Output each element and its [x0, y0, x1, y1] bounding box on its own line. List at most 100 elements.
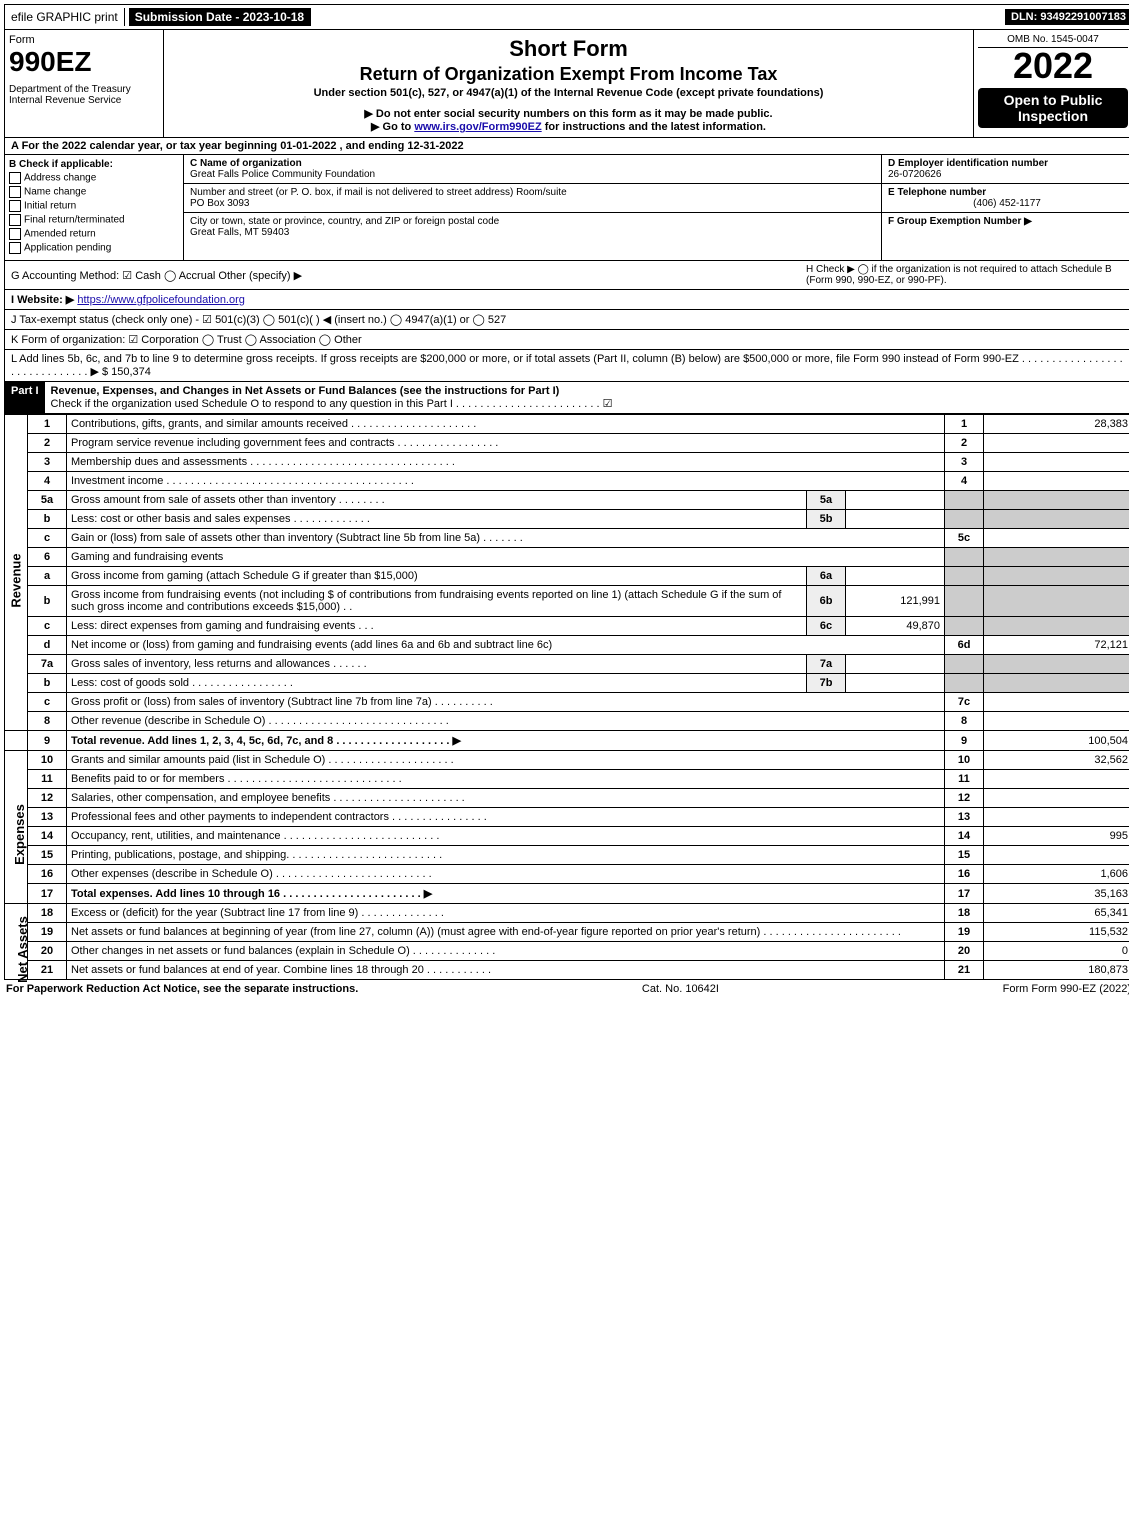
row-5c-desc: Gain or (loss) from sale of assets other…	[67, 529, 945, 548]
goto-post: for instructions and the latest informat…	[542, 121, 766, 133]
row-19-amt: 115,532	[984, 923, 1129, 942]
row-7a-sv	[846, 655, 945, 674]
chk-final[interactable]: Final return/terminated	[9, 214, 179, 226]
row-19-ln: 19	[945, 923, 984, 942]
dept-label: Department of the Treasury	[9, 84, 159, 95]
row-21-amt: 180,873	[984, 961, 1129, 980]
I-pre: I Website: ▶	[11, 294, 74, 306]
row-17-amt: 35,163	[984, 884, 1129, 904]
header-left: Form 990EZ Department of the Treasury In…	[5, 30, 163, 137]
row-3-desc: Membership dues and assessments . . . . …	[67, 453, 945, 472]
row-14-amt: 995	[984, 827, 1129, 846]
row-5c-amt	[984, 529, 1129, 548]
section-C: C Name of organization Great Falls Polic…	[183, 155, 882, 260]
row-15-num: 15	[28, 846, 67, 865]
row-17-desc: Total expenses. Add lines 10 through 16 …	[67, 884, 945, 904]
part1-header-row: Part I Revenue, Expenses, and Changes in…	[4, 382, 1129, 414]
row-20-num: 20	[28, 942, 67, 961]
row-11-ln: 11	[945, 770, 984, 789]
F-label: F Group Exemption Number ▶	[888, 216, 1032, 227]
line-G: G Accounting Method: ☑ Cash ◯ Accrual Ot…	[11, 269, 800, 282]
row-9-num: 9	[28, 731, 67, 751]
row-6-shade1	[945, 548, 984, 567]
revenue-section-label: Revenue	[5, 415, 28, 731]
entity-info-block: B Check if applicable: Address change Na…	[4, 155, 1129, 261]
row-6a-sl: 6a	[807, 567, 846, 586]
row-2-desc: Program service revenue including govern…	[67, 434, 945, 453]
form-header: Form 990EZ Department of the Treasury In…	[4, 30, 1129, 138]
row-6c-sv: 49,870	[846, 617, 945, 636]
row-6c-num: c	[28, 617, 67, 636]
line-J: J Tax-exempt status (check only one) - ☑…	[4, 310, 1129, 330]
row-6a-shade1	[945, 567, 984, 586]
row-6b-shade2	[984, 586, 1129, 617]
row-12-amt	[984, 789, 1129, 808]
row-18-num: 18	[28, 904, 67, 923]
form-number: 990EZ	[9, 46, 159, 78]
main-title: Return of Organization Exempt From Incom…	[172, 64, 965, 85]
row-10-amt: 32,562	[984, 751, 1129, 770]
expenses-section-label: Expenses	[5, 751, 28, 904]
line-A: A For the 2022 calendar year, or tax yea…	[4, 138, 1129, 155]
footer-mid: Cat. No. 10642I	[642, 983, 719, 995]
submission-date: Submission Date - 2023-10-18	[129, 8, 311, 26]
row-5a-sv	[846, 491, 945, 510]
row-6-shade2	[984, 548, 1129, 567]
row-2-num: 2	[28, 434, 67, 453]
row-8-ln: 8	[945, 712, 984, 731]
C-city-label: City or town, state or province, country…	[190, 216, 499, 227]
row-7b-shade2	[984, 674, 1129, 693]
row-15-amt	[984, 846, 1129, 865]
row-14-desc: Occupancy, rent, utilities, and maintena…	[67, 827, 945, 846]
part1-title: Revenue, Expenses, and Changes in Net As…	[51, 385, 560, 397]
row-17-num: 17	[28, 884, 67, 904]
row-16-num: 16	[28, 865, 67, 884]
row-14-num: 14	[28, 827, 67, 846]
row-7b-num: b	[28, 674, 67, 693]
website-link[interactable]: https://www.gfpolicefoundation.org	[77, 294, 245, 306]
C-name-label: C Name of organization	[190, 158, 302, 169]
row-4-ln: 4	[945, 472, 984, 491]
row-6b-sl: 6b	[807, 586, 846, 617]
chk-name[interactable]: Name change	[9, 186, 179, 198]
chk-initial[interactable]: Initial return	[9, 200, 179, 212]
row-4-num: 4	[28, 472, 67, 491]
row-5a-sl: 5a	[807, 491, 846, 510]
row-6b-num: b	[28, 586, 67, 617]
row-17-ln: 17	[945, 884, 984, 904]
footer-right: Form Form 990-EZ (2022)Form 990-EZ (2022…	[1003, 983, 1129, 995]
top-bar: efile GRAPHIC print Submission Date - 20…	[4, 4, 1129, 30]
row-5a-num: 5a	[28, 491, 67, 510]
row-9-spacer	[5, 731, 28, 751]
row-1-num: 1	[28, 415, 67, 434]
org-name: Great Falls Police Community Foundation	[190, 169, 375, 180]
irs-link[interactable]: www.irs.gov/Form990EZ	[414, 121, 541, 133]
row-20-amt: 0	[984, 942, 1129, 961]
row-7a-shade2	[984, 655, 1129, 674]
section-B: B Check if applicable: Address change Na…	[5, 155, 183, 260]
row-7a-desc: Gross sales of inventory, less returns a…	[67, 655, 807, 674]
row-18-ln: 18	[945, 904, 984, 923]
chk-address[interactable]: Address change	[9, 172, 179, 184]
row-6-num: 6	[28, 548, 67, 567]
row-2-amt	[984, 434, 1129, 453]
E-label: E Telephone number	[888, 187, 986, 198]
efile-label: efile GRAPHIC print	[5, 8, 125, 26]
subtitle: Under section 501(c), 527, or 4947(a)(1)…	[172, 87, 965, 99]
chk-amended[interactable]: Amended return	[9, 228, 179, 240]
ein-value: 26-0720626	[888, 169, 941, 180]
part1-table: Revenue 1 Contributions, gifts, grants, …	[4, 414, 1129, 980]
row-8-desc: Other revenue (describe in Schedule O) .…	[67, 712, 945, 731]
row-2-ln: 2	[945, 434, 984, 453]
open-inspection: Open to Public Inspection	[978, 88, 1128, 128]
C-street-label: Number and street (or P. O. box, if mail…	[190, 187, 567, 198]
row-5c-ln: 5c	[945, 529, 984, 548]
row-6a-shade2	[984, 567, 1129, 586]
chk-pending[interactable]: Application pending	[9, 242, 179, 254]
row-7a-shade1	[945, 655, 984, 674]
header-right: OMB No. 1545-0047 2022 Open to Public In…	[974, 30, 1129, 137]
section-DEF: D Employer identification number 26-0720…	[882, 155, 1129, 260]
row-9-amt: 100,504	[984, 731, 1129, 751]
row-4-desc: Investment income . . . . . . . . . . . …	[67, 472, 945, 491]
D-label: D Employer identification number	[888, 158, 1048, 169]
